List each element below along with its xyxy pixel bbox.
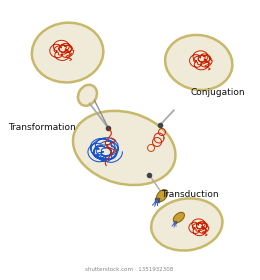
Text: Conjugation: Conjugation xyxy=(191,88,245,97)
Ellipse shape xyxy=(173,212,184,223)
Ellipse shape xyxy=(165,35,232,90)
Ellipse shape xyxy=(156,190,168,202)
Ellipse shape xyxy=(32,23,103,82)
Ellipse shape xyxy=(78,85,97,106)
Text: Transduction: Transduction xyxy=(161,190,219,199)
Text: shutterstock.com · 1351932308: shutterstock.com · 1351932308 xyxy=(85,267,173,272)
Ellipse shape xyxy=(151,199,223,251)
Text: Transformation: Transformation xyxy=(8,123,76,132)
Ellipse shape xyxy=(73,111,176,185)
